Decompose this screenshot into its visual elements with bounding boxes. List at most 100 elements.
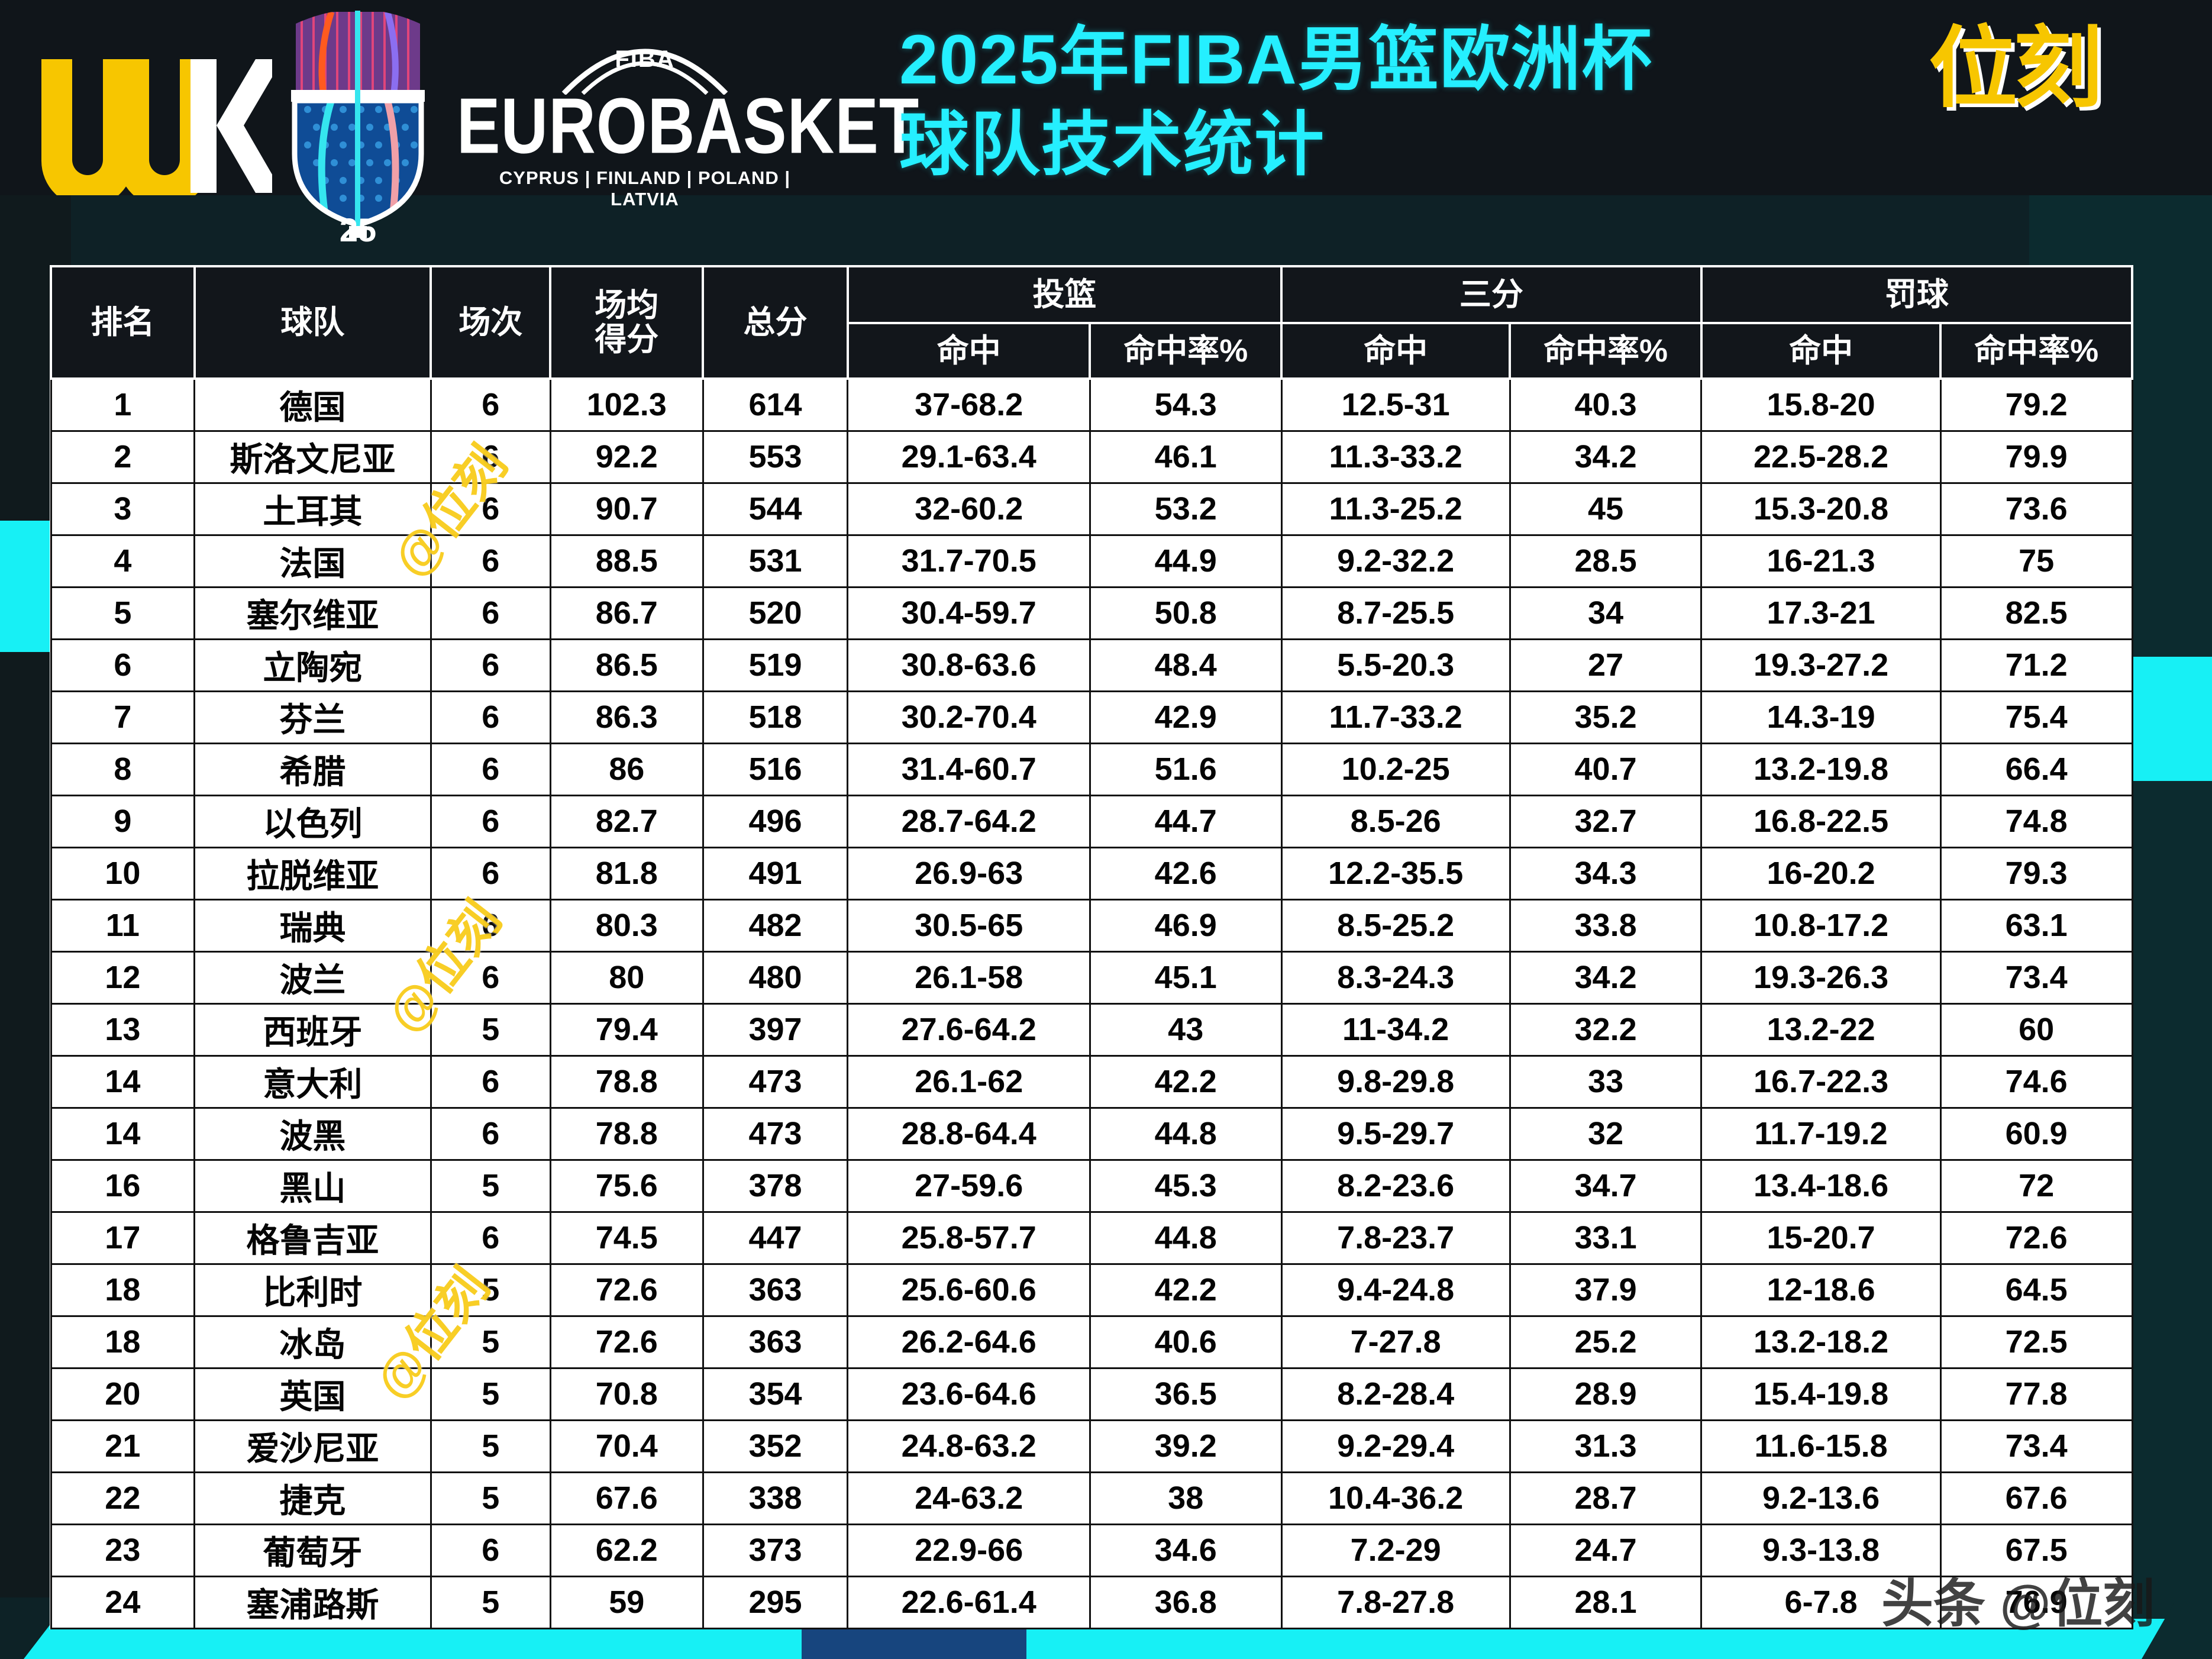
- cell-3p-made: 8.2-28.4: [1280, 1367, 1511, 1421]
- cell-ppg: 70.8: [549, 1367, 704, 1421]
- cell-ppg: 62.2: [549, 1523, 704, 1577]
- cell-fg-pct: 40.6: [1089, 1315, 1283, 1369]
- cell-3p-pct: 33.8: [1509, 898, 1703, 953]
- table-row: 9 以色列 6 82.7 496 28.7-64.2 44.7 8.5-26 32.7 16.8-…: [50, 794, 2133, 848]
- uuk-logo-icon: [35, 59, 272, 195]
- cell-team: 斯洛文尼亚: [193, 430, 432, 484]
- cell-total: 295: [702, 1575, 849, 1629]
- cell-ft-pct: 79.9: [1939, 430, 2133, 484]
- cell-fg-made: 23.6-64.6: [847, 1367, 1091, 1421]
- cell-total: 518: [702, 690, 849, 744]
- cell-3p-pct: 40.3: [1509, 377, 1703, 432]
- cell-total: 354: [702, 1367, 849, 1421]
- cell-ft-pct: 71.2: [1939, 638, 2133, 692]
- cell-fg-pct: 44.8: [1089, 1106, 1283, 1161]
- fiba-eurobasket-wordmark: FIBA EUROBASKET CYPRUS | FINLAND | POLAN…: [457, 17, 919, 212]
- cell-ft-pct: 67.5: [1939, 1523, 2133, 1577]
- cell-ft-pct: 76.9: [1939, 1575, 2133, 1629]
- cell-team: 黑山: [193, 1158, 432, 1213]
- table-row: 3 土耳其 6 90.7 544 32-60.2 53.2 11.3-25.2 45 15.3-2…: [50, 482, 2133, 536]
- cell-team: 英国: [193, 1367, 432, 1421]
- cell-ppg: 86.5: [549, 638, 704, 692]
- cell-3p-made: 7.8-27.8: [1280, 1575, 1511, 1629]
- cell-ft-made: 15.8-20: [1700, 377, 1942, 432]
- cell-total: 491: [702, 846, 849, 900]
- table-row: 4 法国 6 88.5 531 31.7-70.5 44.9 9.2-32.2 28.5 16-2…: [50, 534, 2133, 588]
- col-header-ppg: 场均 得分: [549, 265, 705, 380]
- cell-fg-pct: 34.6: [1089, 1523, 1283, 1577]
- cell-fg-pct: 44.9: [1089, 534, 1283, 588]
- cell-ppg: 86.3: [549, 690, 704, 744]
- cell-rank: 24: [50, 1575, 196, 1629]
- col-header-ft-made: 命中: [1700, 322, 1942, 380]
- cell-total: 480: [702, 950, 849, 1005]
- cell-3p-pct: 34.2: [1509, 950, 1703, 1005]
- cell-ft-pct: 74.6: [1939, 1054, 2133, 1109]
- cell-games: 5: [430, 1002, 551, 1057]
- cell-total: 516: [702, 742, 849, 796]
- cell-3p-made: 8.5-25.2: [1280, 898, 1511, 953]
- cell-games: 6: [430, 742, 551, 796]
- cell-fg-made: 22.6-61.4: [847, 1575, 1091, 1629]
- cell-3p-made: 9.2-29.4: [1280, 1419, 1511, 1473]
- cell-fg-pct: 36.8: [1089, 1575, 1283, 1629]
- cell-ft-pct: 73.4: [1939, 950, 2133, 1005]
- cell-3p-pct: 27: [1509, 638, 1703, 692]
- svg-text:25: 25: [340, 211, 376, 243]
- cell-rank: 12: [50, 950, 196, 1005]
- cell-3p-made: 11.3-25.2: [1280, 482, 1511, 536]
- cell-3p-pct: 40.7: [1509, 742, 1703, 796]
- cell-ft-made: 16-21.3: [1700, 534, 1942, 588]
- group-header-three: 三分: [1280, 265, 1703, 324]
- cell-3p-made: 9.8-29.8: [1280, 1054, 1511, 1109]
- cell-3p-pct: 32.7: [1509, 794, 1703, 848]
- cell-team: 土耳其: [193, 482, 432, 536]
- cell-fg-made: 24-63.2: [847, 1471, 1091, 1525]
- poster-header: 25 FIBA EUROBASKET CYPRUS | FINLAND | PO…: [0, 0, 2212, 248]
- col-header-fg-pct: 命中率%: [1089, 322, 1283, 380]
- cell-fg-pct: 44.8: [1089, 1211, 1283, 1265]
- cell-games: 6: [430, 534, 551, 588]
- table-row: 7 芬兰 6 86.3 518 30.2-70.4 42.9 11.7-33.2 35.2 14.…: [50, 690, 2133, 744]
- cell-games: 6: [430, 1106, 551, 1161]
- cell-ppg: 72.6: [549, 1263, 704, 1317]
- cell-ppg: 70.4: [549, 1419, 704, 1473]
- table-row: 20 英国 5 70.8 354 23.6-64.6 36.5 8.2-28.4 28.9 15.…: [50, 1367, 2133, 1421]
- stats-table-wrapper: 排名 球队 场次 场均 得分 总分 投篮 三分 罚球 命中 命中率% 命中: [50, 265, 2134, 1629]
- page-title: 2025年FIBA男篮欧洲杯 球队技术统计: [899, 18, 1864, 188]
- cell-rank: 18: [50, 1263, 196, 1317]
- cell-ft-pct: 66.4: [1939, 742, 2133, 796]
- team-stats-table: 排名 球队 场次 场均 得分 总分 投篮 三分 罚球 命中 命中率% 命中: [50, 265, 2134, 1629]
- cell-total: 614: [702, 377, 849, 432]
- table-body: 1 德国 6 102.3 614 37-68.2 54.3 12.5-31 40.3 15.8-2…: [50, 377, 2133, 1629]
- accent-block-left: [0, 521, 54, 652]
- cell-total: 363: [702, 1263, 849, 1317]
- cell-rank: 16: [50, 1158, 196, 1213]
- cell-games: 6: [430, 430, 551, 484]
- cell-3p-made: 11-34.2: [1280, 1002, 1511, 1057]
- cell-3p-made: 10.2-25: [1280, 742, 1511, 796]
- cell-ppg: 78.8: [549, 1106, 704, 1161]
- cell-ft-pct: 77.8: [1939, 1367, 2133, 1421]
- cell-ppg: 74.5: [549, 1211, 704, 1265]
- cell-3p-made: 8.2-23.6: [1280, 1158, 1511, 1213]
- cell-fg-made: 24.8-63.2: [847, 1419, 1091, 1473]
- col-header-total: 总分: [702, 265, 849, 380]
- cell-rank: 10: [50, 846, 196, 900]
- table-row: 6 立陶宛 6 86.5 519 30.8-63.6 48.4 5.5-20.3 27 19.3-…: [50, 638, 2133, 692]
- cell-team: 希腊: [193, 742, 432, 796]
- cell-rank: 11: [50, 898, 196, 953]
- cell-team: 捷克: [193, 1471, 432, 1525]
- cell-ft-pct: 74.8: [1939, 794, 2133, 848]
- cell-3p-pct: 33.1: [1509, 1211, 1703, 1265]
- cell-team: 芬兰: [193, 690, 432, 744]
- cell-3p-made: 9.5-29.7: [1280, 1106, 1511, 1161]
- cell-3p-made: 12.5-31: [1280, 377, 1511, 432]
- cell-rank: 2: [50, 430, 196, 484]
- cell-total: 553: [702, 430, 849, 484]
- cell-fg-pct: 36.5: [1089, 1367, 1283, 1421]
- cell-rank: 22: [50, 1471, 196, 1525]
- cell-total: 531: [702, 534, 849, 588]
- cell-3p-pct: 32.2: [1509, 1002, 1703, 1057]
- cell-games: 5: [430, 1419, 551, 1473]
